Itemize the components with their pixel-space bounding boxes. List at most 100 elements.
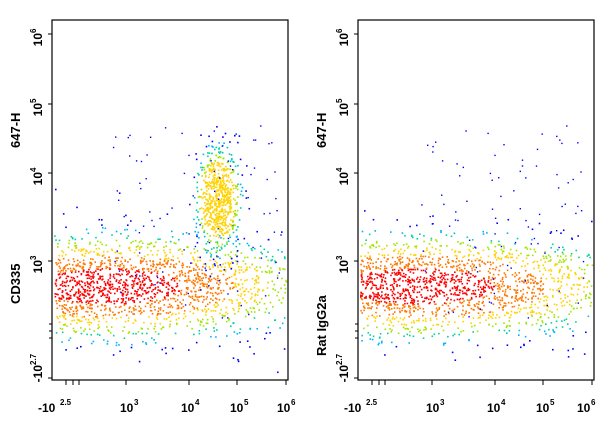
data-point [466,236,469,238]
data-point [539,298,542,300]
data-point [213,162,215,165]
data-point [124,229,126,231]
data-point [208,173,211,176]
data-point [440,275,443,278]
data-point [453,285,456,288]
data-point [380,275,382,278]
data-point [237,360,240,363]
data-point [515,290,517,292]
data-point [219,257,221,260]
data-point [237,310,240,313]
data-point [218,236,220,239]
data-point [251,296,253,299]
data-point [137,254,139,257]
data-point [470,298,473,300]
data-point [551,243,554,246]
data-point [211,163,213,165]
svg-text:4: 4 [29,167,38,172]
data-point [563,273,566,275]
data-point [533,248,536,251]
data-point [220,292,223,294]
data-point [62,285,64,287]
data-point [58,304,61,307]
data-point [470,273,472,275]
data-point [80,285,83,288]
data-point [502,306,504,309]
data-point [99,285,102,288]
data-point [205,328,207,330]
data-point [483,304,485,307]
data-point [259,245,262,247]
data-point [222,176,224,179]
data-point [386,244,388,247]
svg-text:10: 10 [181,401,195,415]
data-point [489,282,492,285]
data-point [399,258,402,260]
data-point [87,283,89,285]
data-point [458,289,461,291]
data-point [225,306,228,309]
data-point [516,285,518,287]
data-point [111,248,113,251]
data-point [391,264,394,267]
data-point [492,285,495,288]
data-point [156,299,158,302]
data-point [477,280,480,282]
data-point [573,284,575,286]
data-point [165,258,168,260]
data-point [222,263,224,265]
data-point [249,328,251,330]
data-point [108,298,111,300]
data-point [585,294,587,296]
data-point [458,280,461,283]
data-point [240,295,242,297]
data-point [282,297,284,299]
data-point [462,166,464,169]
data-point [434,279,437,281]
data-point [431,261,433,264]
data-point [530,278,532,280]
data-point [392,300,395,303]
data-point [461,276,463,279]
data-point [462,256,464,259]
data-point [97,266,100,268]
data-point [440,289,443,292]
data-point [459,175,461,177]
data-point [212,309,215,312]
data-point [555,320,558,323]
data-point [526,275,529,278]
data-point [212,287,214,289]
data-point [495,258,498,261]
data-point [150,284,152,287]
data-point [184,280,186,282]
data-point [392,316,394,319]
data-point [210,287,212,289]
data-point [266,287,269,289]
data-point [401,275,404,278]
data-point [96,254,99,256]
data-point [401,232,404,234]
data-point [425,277,428,280]
data-point [413,303,416,306]
data-point [228,210,231,213]
data-point [163,296,166,298]
data-point [212,175,215,177]
data-point [444,263,447,266]
data-point [468,316,470,318]
data-point [434,287,437,290]
data-point [197,300,200,302]
data-point [115,239,118,242]
data-point [232,231,235,234]
data-point [210,213,212,216]
data-point [105,265,108,268]
data-point [360,274,363,276]
data-point [214,191,217,194]
data-point [115,257,117,259]
data-point [200,320,202,323]
data-point [79,265,82,268]
data-point [85,303,88,306]
data-point [545,277,548,280]
data-point [159,290,161,293]
data-point [576,283,579,286]
data-point [125,297,127,299]
